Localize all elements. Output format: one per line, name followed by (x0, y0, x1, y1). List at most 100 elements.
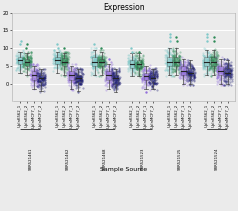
Point (95, 58, 99, 62)
Point (148, 71, 151, 74)
Point (170, 54, 174, 57)
Point (203, 61, 207, 64)
Point (103, 69, 107, 72)
Point (222, 71, 226, 74)
Point (37, 82, 41, 85)
Point (143, 80, 147, 83)
Point (76, 72, 80, 75)
Point (73, 72, 76, 76)
Point (128, 63, 132, 66)
Point (136, 62, 140, 65)
Point (72, 76, 76, 79)
Point (35, 64, 38, 68)
Point (29, 72, 33, 76)
Point (187, 61, 191, 65)
Point (185, 63, 189, 66)
Point (109, 63, 113, 67)
Point (38, 79, 42, 83)
Text: SRR521462: SRR521462 (66, 147, 70, 170)
Point (29, 81, 33, 84)
Point (105, 71, 109, 74)
Point (225, 80, 229, 83)
Point (34, 64, 38, 67)
Point (219, 66, 223, 70)
Title: Expression: Expression (103, 3, 145, 12)
Point (35, 84, 39, 88)
Point (43, 78, 47, 82)
Point (175, 64, 179, 67)
Point (134, 51, 138, 55)
Point (127, 67, 130, 70)
Point (141, 72, 144, 76)
Point (89, 61, 93, 64)
Point (102, 67, 105, 70)
Point (75, 73, 79, 76)
Point (205, 36, 208, 39)
Point (148, 81, 152, 84)
Point (222, 66, 226, 70)
Point (190, 65, 194, 69)
Point (73, 74, 77, 77)
Point (148, 72, 152, 76)
Point (145, 76, 149, 79)
Point (115, 74, 119, 78)
Point (139, 61, 143, 64)
Point (89, 46, 93, 50)
Point (76, 80, 80, 83)
Point (172, 58, 176, 62)
Point (214, 55, 218, 58)
Point (188, 64, 192, 68)
Point (66, 60, 70, 63)
Point (72, 79, 75, 83)
Point (206, 68, 210, 72)
Point (57, 58, 61, 61)
Point (113, 67, 117, 71)
Point (229, 69, 233, 73)
Point (145, 74, 149, 78)
Point (148, 88, 152, 91)
Point (141, 64, 144, 67)
Point (146, 69, 150, 72)
Point (54, 61, 58, 65)
Point (63, 57, 66, 61)
Point (215, 53, 219, 57)
Point (206, 58, 210, 61)
Point (220, 69, 224, 73)
Point (109, 66, 113, 69)
Point (165, 49, 169, 52)
Point (134, 72, 138, 75)
Point (126, 69, 130, 73)
Point (110, 69, 114, 72)
Point (228, 67, 232, 70)
Point (128, 65, 132, 69)
Point (219, 63, 223, 66)
Point (72, 81, 76, 85)
Point (80, 79, 84, 83)
Point (74, 79, 78, 83)
Point (19, 60, 22, 64)
Point (140, 77, 144, 81)
Point (40, 87, 44, 90)
Point (174, 65, 178, 68)
Point (210, 56, 214, 59)
Point (109, 74, 113, 77)
Point (96, 64, 99, 67)
X-axis label: Sample Source: Sample Source (100, 167, 147, 172)
Point (168, 62, 172, 65)
Point (94, 56, 98, 59)
Point (189, 77, 193, 80)
Point (221, 72, 225, 75)
Point (117, 80, 120, 83)
Point (189, 72, 193, 75)
Point (42, 78, 46, 82)
Point (140, 64, 144, 67)
Point (178, 65, 182, 68)
Point (98, 65, 102, 68)
Point (63, 69, 67, 73)
Point (99, 61, 103, 65)
Point (36, 71, 40, 75)
Point (43, 75, 47, 78)
Point (59, 67, 63, 70)
Point (63, 59, 67, 63)
Point (92, 74, 96, 77)
